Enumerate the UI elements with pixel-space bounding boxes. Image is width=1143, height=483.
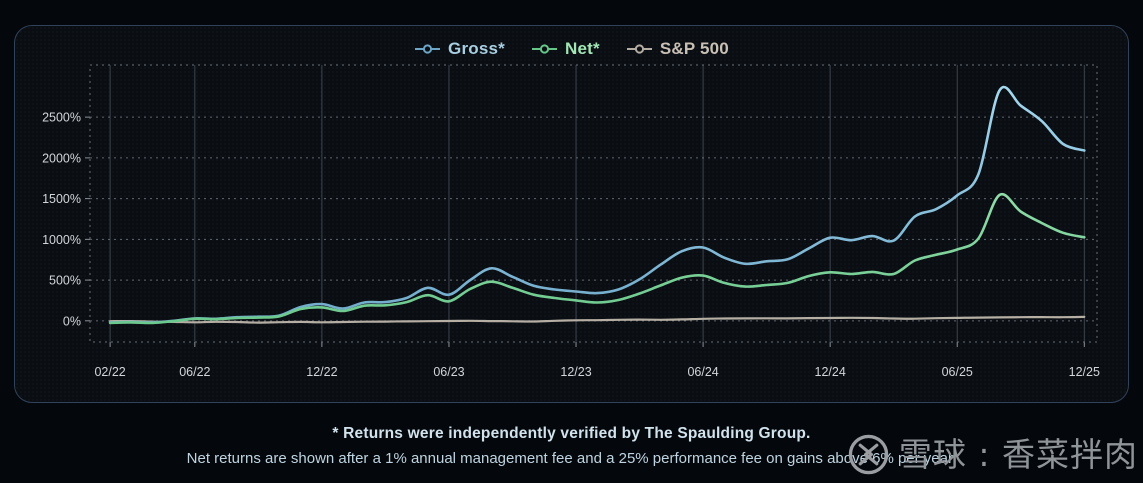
x-tick-label: 12/24 — [815, 365, 846, 379]
y-tick-label: 0% — [63, 314, 81, 328]
legend-item-gross[interactable]: Gross* — [414, 39, 505, 59]
y-tick-label: 2500% — [42, 111, 81, 125]
chart-footnote: * Returns were independently verified by… — [0, 421, 1143, 471]
y-tick-label: 1500% — [42, 192, 81, 206]
legend-label-gross: Gross* — [448, 39, 505, 58]
x-tick-label: 06/25 — [942, 365, 973, 379]
x-tick-label: 06/22 — [179, 365, 210, 379]
x-tick-label: 12/25 — [1069, 365, 1100, 379]
x-tick-label: 12/23 — [560, 365, 591, 379]
legend-item-net[interactable]: Net* — [531, 39, 600, 59]
legend-label-sp500: S&P 500 — [659, 39, 729, 58]
footnote-fees: Net returns are shown after a 1% annual … — [186, 450, 957, 467]
sp500-series-icon — [626, 44, 652, 54]
gross-series-line — [108, 85, 1086, 324]
sp500-series-line — [109, 315, 1086, 324]
returns-chart-card — [14, 25, 1129, 403]
x-tick-label: 06/24 — [687, 365, 718, 379]
net-series-icon — [532, 44, 557, 54]
watermark-text: 雪球 : 香菜拌肉 — [898, 434, 1138, 474]
chart-legend: Gross* Net* S&P 500 — [0, 36, 1143, 62]
y-tick-label: 2000% — [42, 151, 81, 165]
legend-label-net: Net* — [565, 39, 600, 58]
gross-series-icon — [415, 44, 441, 54]
x-tick-label: 02/22 — [94, 365, 125, 379]
net-series-line — [108, 192, 1086, 325]
footnote-verification: * Returns were independently verified by… — [332, 425, 811, 442]
snowball-logo-icon — [848, 434, 889, 475]
legend-item-sp500[interactable]: S&P 500 — [626, 39, 729, 59]
x-tick-label: 06/23 — [433, 365, 464, 379]
y-tick-label: 500% — [49, 274, 81, 288]
x-tick-label: 12/22 — [306, 365, 337, 379]
y-tick-label: 1000% — [42, 233, 81, 247]
watermark: 雪球 : 香菜拌肉 — [846, 432, 1138, 477]
